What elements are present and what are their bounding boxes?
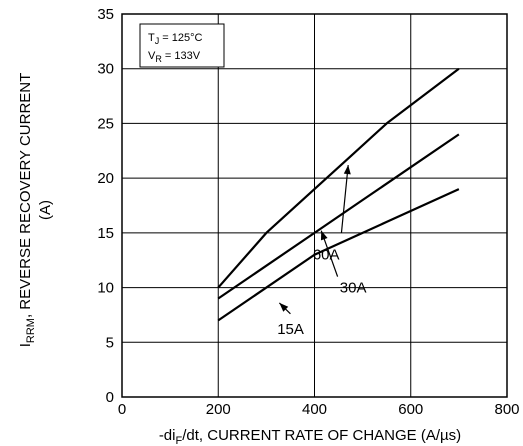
curves (217, 67, 460, 322)
x-tick-label: 400 (302, 401, 327, 418)
y-tick-label: 35 (97, 6, 114, 23)
y-tick-label: 0 (106, 389, 114, 406)
pointer-line-60a (340, 164, 349, 233)
x-axis-title: -diF/dt, CURRENT RATE OF CHANGE (A/µs) (159, 427, 461, 446)
series-label-30a: 30A (340, 280, 367, 297)
y-tick-label: 15 (97, 225, 114, 242)
series-label-60a: 60A (313, 247, 340, 264)
plot-frame (121, 13, 508, 398)
y-tick-label: 25 (97, 115, 114, 132)
y-tick-label: 5 (106, 334, 114, 351)
x-tick-label: 800 (494, 401, 519, 418)
conditions-box (139, 23, 225, 68)
condition-vr: VR = 133V (148, 50, 201, 64)
y-axis-title: IRRM, REVERSE RECOVERY CURRENT (17, 73, 37, 348)
pointer-arrowhead-60a (343, 165, 351, 175)
ticks: 0 200 400 600 800 0 5 10 15 20 25 30 35 (97, 6, 519, 418)
series-line-30a (217, 133, 460, 300)
y-tick-label: 10 (97, 280, 114, 297)
x-tick-label: 600 (398, 401, 423, 418)
y-axis-title-unit: (A) (37, 200, 54, 220)
pointer-arrowhead-30a (320, 230, 328, 241)
pointer-arrowhead-15a (279, 302, 289, 312)
x-tick-label: 0 (118, 401, 126, 418)
x-tick-label: 200 (206, 401, 231, 418)
grid (122, 14, 507, 397)
y-tick-label: 20 (97, 170, 114, 187)
series-line-15a (217, 188, 460, 322)
series-label-15a: 15A (277, 321, 304, 338)
conditions-legend: TJ = 125°C VR = 133V (139, 23, 225, 68)
y-tick-label: 30 (97, 61, 114, 78)
series-line-60a (217, 67, 460, 289)
condition-tj: TJ = 125°C (148, 32, 203, 46)
